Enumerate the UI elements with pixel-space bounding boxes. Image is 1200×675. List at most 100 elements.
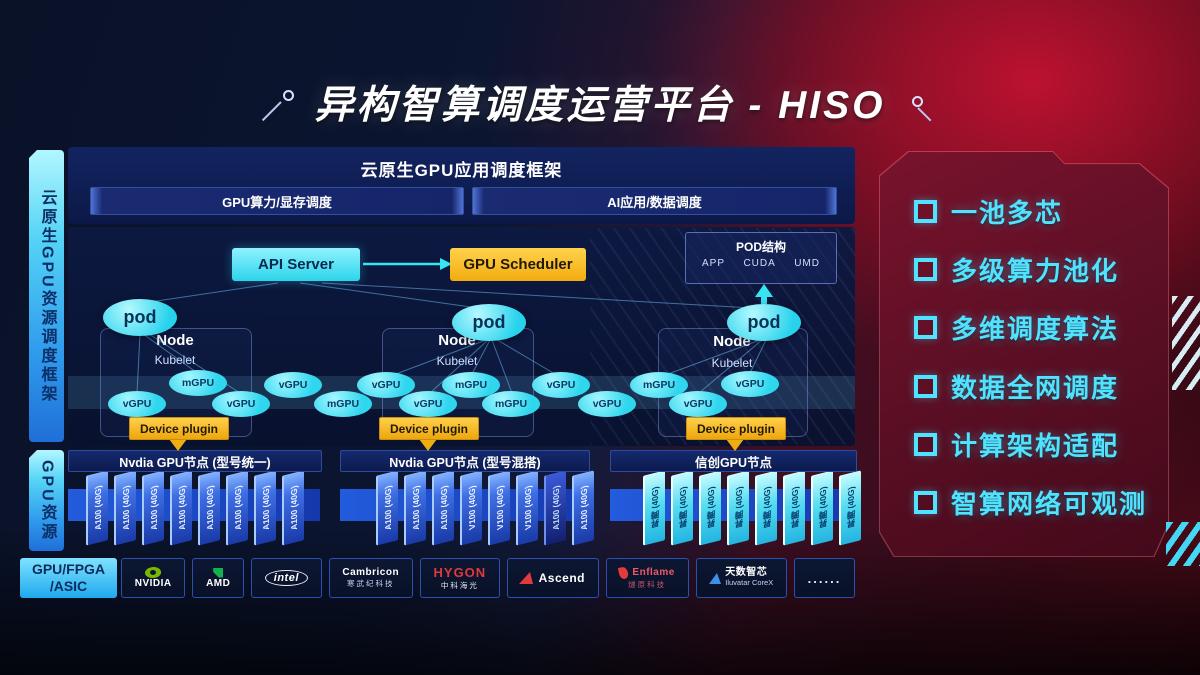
pod-ellipse: pod xyxy=(103,299,177,336)
panel-title: 云原生GPU应用调度框架 xyxy=(360,161,563,180)
device-plugin-1: Device plugin xyxy=(129,417,229,440)
vendor-name: NVIDIA xyxy=(134,578,172,589)
gpu-group-header-1: Nvdia GPU节点 (型号统一) xyxy=(68,450,322,472)
cyan-stripes-decoration xyxy=(1166,522,1200,566)
vendor-logo-cambricon: Cambricon 寒武纪科技 xyxy=(328,558,413,598)
vendor-top: Cambricon xyxy=(342,567,399,578)
gpu-card-label: 昇腾 (40G) xyxy=(818,485,828,530)
gpu-card-band-1 xyxy=(68,489,320,521)
vendor-top: 天数智芯 Iluvatar CoreX xyxy=(709,568,773,588)
ascend-icon xyxy=(518,572,537,584)
kubelet-1-label: Kubelet xyxy=(154,353,196,367)
vgpu-ellipse: vGPU xyxy=(399,391,457,417)
vendor-logo-dots: ...... xyxy=(793,558,856,598)
vgpu-ellipse: vGPU xyxy=(721,371,779,397)
square-bullet-icon xyxy=(914,491,937,515)
amd-icon xyxy=(213,567,224,578)
gpu-scheduler-box: GPU Scheduler xyxy=(450,248,586,281)
kubelet-3-label: Kubelet xyxy=(711,356,753,370)
feature-label: 数据全网调度 xyxy=(951,372,1120,403)
square-bullet-icon xyxy=(914,433,937,457)
mgpu-ellipse: mGPU xyxy=(314,391,372,417)
sidebar-label-gpu-resource: GPU资源 xyxy=(29,450,64,551)
gpu-card-label: V100 (40G) xyxy=(467,484,477,531)
vgpu-ellipse: vGPU xyxy=(578,391,636,417)
compute-scheduling-bar: GPU算力/显存调度 xyxy=(90,187,464,215)
vendor-top: AMD xyxy=(206,567,230,589)
vendor-name: 天数智芯 xyxy=(725,567,768,578)
gpu-card-label: 昇腾 (40G) xyxy=(678,485,688,530)
gpu-card-label: 昇腾 (40G) xyxy=(706,485,716,530)
feature-label: 多维调度算法 xyxy=(951,314,1120,345)
gpu-card: A100 (40G) xyxy=(544,470,566,546)
gpu-card-label: A100 (40G) xyxy=(149,484,159,532)
feature-item: 数据全网调度 xyxy=(914,371,1168,403)
vendor-subtitle: Iluvatar CoreX xyxy=(725,578,774,587)
gpu-card: A100 (40G) xyxy=(404,470,426,546)
gpu-card: A100 (40G) xyxy=(86,470,108,546)
vendor-logo-iluvatar: 天数智芯 Iluvatar CoreX xyxy=(695,558,787,598)
gpu-card: A100 (40G) xyxy=(198,470,220,546)
gpu-card: 昇腾 (40G) xyxy=(811,470,833,546)
vgpu-ellipse: vGPU xyxy=(212,391,270,417)
gpu-card: 昇腾 (40G) xyxy=(671,470,693,546)
gpu-cards-group-2: A100 (40G) A100 (40G) A100 (40G) V100 (40G)… xyxy=(376,470,594,546)
vendor-subtitle: 燧原科技 xyxy=(628,579,667,589)
mgpu-ellipse: mGPU xyxy=(482,391,540,417)
feature-label: 一池多芯 xyxy=(951,197,1064,228)
vendor-subtitle: 中科海光 xyxy=(440,581,479,590)
gpu-card: 昇腾 (40G) xyxy=(783,470,805,546)
gpu-card: A100 (40G) xyxy=(226,470,248,546)
vgpu-ellipse: vGPU xyxy=(532,372,590,398)
nvidia-icon xyxy=(145,567,162,578)
vgpu-ellipse: vGPU xyxy=(108,391,166,417)
gpu-card-label: 昇腾 (40G) xyxy=(762,485,772,530)
gpu-card-label: V100 (40G) xyxy=(523,484,533,531)
square-bullet-icon xyxy=(914,316,937,340)
gpu-cards-group-3: 昇腾 (40G) 昇腾 (40G) 昇腾 (40G) 昇腾 (40G) 昇腾 (40G)… xyxy=(643,470,861,546)
enflame-icon xyxy=(618,565,630,580)
gpu-card-label: A100 (40G) xyxy=(551,484,561,532)
iluvatar-icon xyxy=(709,572,722,584)
gpu-card: A100 (40G) xyxy=(572,470,594,546)
gpu-card-label: V100 (40G) xyxy=(495,484,505,531)
vendor-top: Ascend xyxy=(518,571,585,585)
gpu-cards-group-1: A100 (40G) A100 (40G) A100 (40G) A100 (40G)… xyxy=(86,470,304,546)
pod-structure-items: APP CUDA UMD xyxy=(686,255,836,269)
gpu-card-label: A100 (40G) xyxy=(233,484,243,532)
gpu-card-label: A100 (40G) xyxy=(579,484,589,532)
api-server-box: API Server xyxy=(232,248,360,281)
vendor-logo-enflame: Enflame 燧原科技 xyxy=(605,558,689,598)
vendor-name: HYGON xyxy=(433,565,487,580)
gpu-card: 昇腾 (40G) xyxy=(727,470,749,546)
vendor-top: intel xyxy=(264,570,308,586)
page-title: 异构智算调度运营平台 - HISO xyxy=(314,84,886,127)
features-list: 一池多芯 多级算力池化 多维调度算法 数据全网调度 计算架构适配 智算网络可观测 xyxy=(880,152,1168,556)
gpu-group-header-3: 信创GPU节点 xyxy=(610,450,857,472)
gpu-card: A100 (40G) xyxy=(282,470,304,546)
vgpu-ellipse: vGPU xyxy=(264,372,322,398)
gpu-card-label: A100 (40G) xyxy=(177,484,187,532)
feature-item: 多维调度算法 xyxy=(914,313,1168,344)
square-bullet-icon xyxy=(914,374,937,398)
feature-item: 多级算力池化 xyxy=(914,254,1168,286)
gpu-card: 昇腾 (40G) xyxy=(755,470,777,546)
feature-item: 智算网络可观测 xyxy=(914,488,1168,519)
circuit-node-icon xyxy=(261,90,307,122)
node-1-label: Node xyxy=(156,332,194,349)
sidebar-label-framework: 云原生GPU资源调度框架 xyxy=(29,150,64,442)
vendor-name: Ascend xyxy=(538,571,585,585)
pod-structure-item: APP xyxy=(702,258,726,269)
gpu-card: 昇腾 (40G) xyxy=(839,470,861,546)
vendor-top: NVIDIA xyxy=(135,567,172,589)
gpu-card: 昇腾 (40G) xyxy=(699,470,721,546)
gpu-card: 昇腾 (40G) xyxy=(643,470,665,546)
gpu-card: A100 (40G) xyxy=(254,470,276,546)
gpu-card-label: A100 (40G) xyxy=(383,484,393,532)
vendor-logo-nvidia: NVIDIA xyxy=(121,558,186,598)
magnifier-icon xyxy=(912,96,936,122)
vendor-logo-ascend: Ascend xyxy=(506,558,599,598)
vendor-name: intel xyxy=(264,570,308,586)
pod-structure-title: POD结构 xyxy=(735,240,786,254)
